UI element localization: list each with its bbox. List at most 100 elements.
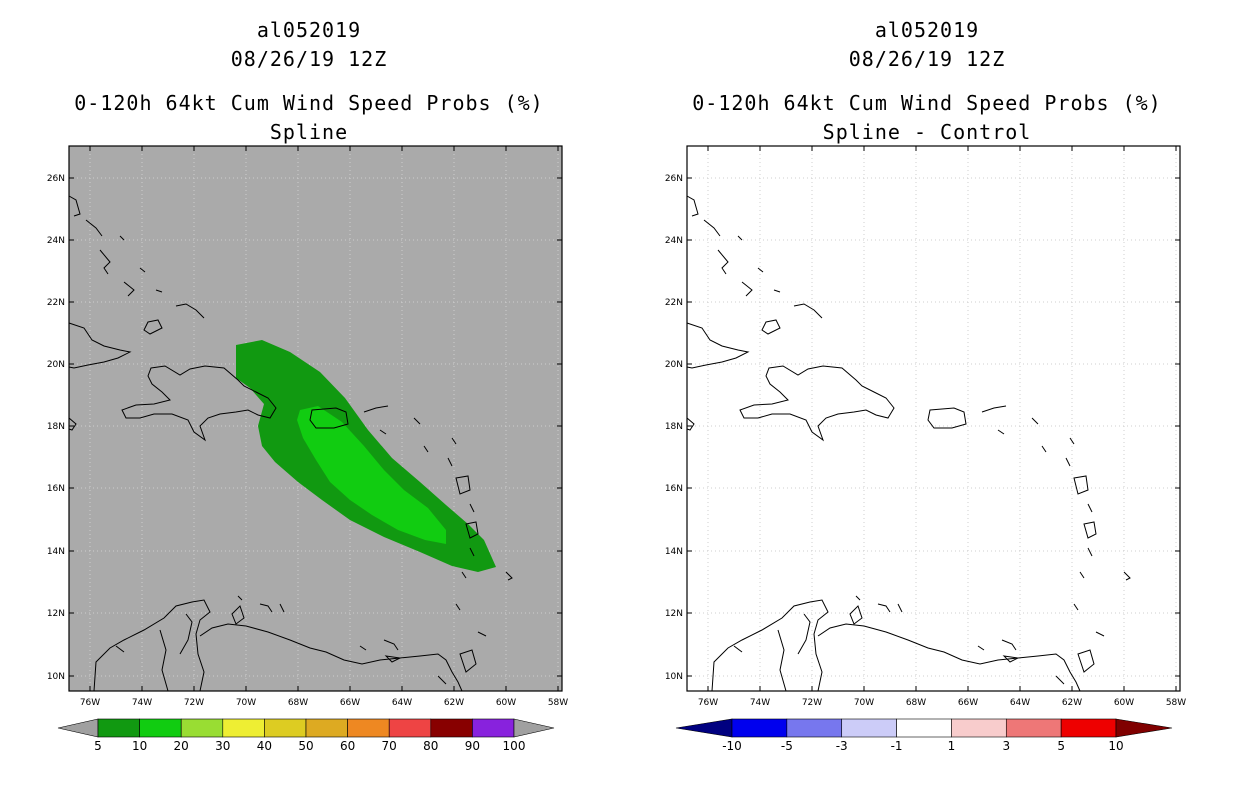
colorbar-label: 90 — [465, 739, 480, 753]
coastline — [773, 289, 781, 293]
coastline — [897, 603, 903, 613]
coastline — [1001, 639, 1017, 651]
lat-tick-label: 16N — [47, 484, 65, 494]
coastline — [179, 613, 193, 655]
colorbar-swatch — [896, 718, 952, 738]
coastline — [977, 645, 985, 651]
colorbar-label: -3 — [836, 739, 848, 753]
lat-tick-label: 24N — [47, 236, 65, 246]
colorbar-label: 80 — [423, 739, 438, 753]
coastline — [384, 655, 402, 663]
colorbar-swatch — [305, 718, 348, 738]
colorbar-over-triangle — [513, 718, 555, 738]
coastline — [175, 303, 205, 319]
left-panel: al052019 08/26/19 12Z 0-120h 64kt Cum Wi… — [47, 18, 568, 753]
lat-tick-label: 10N — [47, 672, 65, 682]
colorbar-label: -1 — [891, 739, 903, 753]
coastline — [1065, 457, 1071, 467]
right-gridlines — [687, 146, 1180, 691]
colorbar-label: 1 — [948, 739, 956, 753]
lat-tick-label: 24N — [665, 236, 683, 246]
lon-tick-label: 60W — [1114, 698, 1134, 708]
coastline — [1069, 437, 1075, 445]
coastline — [413, 417, 421, 425]
colorbar-label: -5 — [781, 739, 793, 753]
coastline — [793, 303, 823, 319]
colorbar-under-triangle — [675, 718, 733, 738]
lon-tick-label: 74W — [750, 698, 770, 708]
lon-tick-label: 60W — [496, 698, 516, 708]
coastline — [849, 605, 863, 625]
left-coastlines — [68, 195, 513, 692]
lat-tick-label: 20N — [665, 360, 683, 370]
lat-tick-label: 18N — [665, 422, 683, 432]
lon-tick-label: 70W — [854, 698, 874, 708]
colorbar-label: 100 — [503, 739, 526, 753]
coastline — [68, 195, 81, 217]
right-storm-id: al052019 — [874, 18, 980, 42]
right-product-title: 0-120h 64kt Cum Wind Speed Probs (%) — [692, 91, 1162, 115]
coastline — [121, 365, 277, 442]
lat-tick-label: 22N — [665, 298, 683, 308]
left-map-frame — [68, 145, 563, 692]
coastline — [155, 289, 163, 293]
lon-tick-label: 72W — [802, 698, 822, 708]
lat-tick-label: 26N — [47, 174, 65, 184]
coastline — [741, 281, 753, 297]
coastline — [1031, 417, 1039, 425]
coastline — [1073, 475, 1089, 495]
left-axis-ticks: 76W 74W 72W 70W 68W 66W 64W 62W 60W 58W 26N 24N 22N 2… — [47, 146, 568, 708]
colorbar-label: 3 — [1002, 739, 1010, 753]
left-datetime: 08/26/19 12Z — [230, 47, 388, 71]
coastline — [1123, 571, 1131, 581]
lon-tick-label: 66W — [340, 698, 360, 708]
colorbar-label: 10 — [132, 739, 147, 753]
coastline — [99, 249, 111, 275]
lat-tick-label: 20N — [47, 360, 65, 370]
coastline — [469, 503, 475, 513]
colorbar-under-triangle — [57, 718, 99, 738]
coastline — [733, 645, 743, 653]
coastline — [855, 595, 861, 601]
lat-tick-label: 12N — [47, 609, 65, 619]
coastline — [817, 623, 1081, 692]
left-storm-id: al052019 — [256, 18, 362, 42]
coastline — [237, 595, 243, 601]
colorbar-swatch — [1060, 718, 1117, 738]
coastline — [1041, 445, 1047, 453]
coastline — [797, 613, 811, 655]
right-map-background — [687, 146, 1180, 691]
lon-tick-label: 66W — [958, 698, 978, 708]
left-product-title: 0-120h 64kt Cum Wind Speed Probs (%) — [74, 91, 544, 115]
colorbar-label: 5 — [1057, 739, 1065, 753]
colorbar-swatch — [97, 718, 140, 738]
coastline — [737, 235, 743, 241]
colorbar-swatch — [841, 718, 897, 738]
coastline — [739, 365, 895, 442]
lat-tick-label: 14N — [47, 547, 65, 557]
coastline — [465, 521, 479, 539]
colorbar-swatch — [1005, 718, 1062, 738]
coastline — [199, 623, 463, 692]
coastline — [279, 603, 285, 613]
colorbar-over-triangle — [1115, 718, 1173, 738]
coastline — [761, 319, 781, 335]
lat-tick-label: 16N — [665, 484, 683, 494]
coastline — [115, 645, 125, 653]
lat-tick-label: 18N — [47, 422, 65, 432]
coastline — [997, 429, 1005, 435]
coastline — [379, 429, 387, 435]
coastline — [927, 407, 967, 429]
coastline — [711, 599, 829, 692]
coastline — [1087, 503, 1093, 513]
colorbar-label: 50 — [298, 739, 313, 753]
prob-contour-10 — [297, 406, 446, 544]
lon-tick-label: 76W — [80, 698, 100, 708]
coastline — [1073, 603, 1079, 611]
right-coastlines — [686, 195, 1131, 692]
colorbar-swatch — [388, 718, 432, 738]
lat-tick-label: 12N — [665, 609, 683, 619]
coastline — [455, 475, 471, 495]
colorbar-swatch — [222, 718, 265, 738]
coastline — [68, 417, 77, 431]
